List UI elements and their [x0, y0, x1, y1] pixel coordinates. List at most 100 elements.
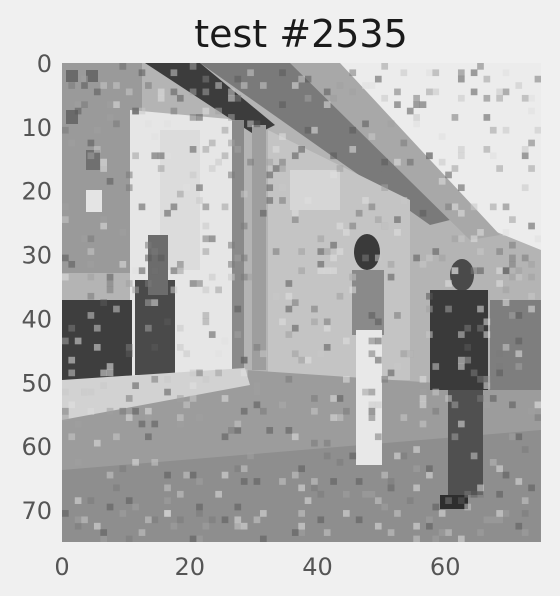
- heatmap-cell: [68, 324, 76, 332]
- heatmap-cell: [164, 318, 171, 326]
- heatmap-cell: [279, 318, 286, 326]
- heatmap-cell: [528, 292, 535, 300]
- heatmap-cell: [426, 516, 433, 524]
- heatmap-cell: [457, 184, 465, 192]
- heatmap-cell: [489, 126, 497, 134]
- heatmap-cell: [451, 401, 459, 409]
- heatmap-cell: [138, 420, 146, 428]
- heatmap-cell: [406, 107, 414, 115]
- heatmap-cell: [234, 420, 242, 428]
- heatmap-cell: [106, 286, 114, 294]
- heatmap-cell: [189, 146, 197, 153]
- heatmap-cell: [304, 197, 312, 204]
- heatmap-cell: [138, 529, 146, 536]
- heatmap-cell: [151, 516, 159, 524]
- heatmap-cell: [457, 75, 465, 83]
- heatmap-cell: [374, 497, 382, 504]
- heatmap-cell: [81, 82, 88, 89]
- heatmap-cell: [470, 203, 478, 211]
- heatmap-cell: [279, 184, 286, 192]
- heatmap-cell: [81, 388, 88, 396]
- heatmap-cell: [381, 94, 389, 102]
- heatmap-cell: [426, 331, 433, 338]
- heatmap-cell: [151, 344, 159, 351]
- heatmap-cell: [93, 344, 101, 351]
- heatmap-cell: [470, 69, 478, 77]
- heatmap-cell: [419, 260, 427, 268]
- heatmap-cell: [247, 452, 254, 460]
- heatmap-cell: [145, 241, 152, 249]
- heatmap-cell: [119, 63, 127, 70]
- heatmap-cell: [445, 529, 452, 536]
- heatmap-cell: [164, 388, 171, 396]
- heatmap-cell: [202, 248, 210, 255]
- heatmap-cell: [336, 82, 344, 89]
- heatmap-cell: [221, 203, 229, 211]
- heatmap-cell: [438, 529, 446, 536]
- heatmap-cell: [62, 254, 69, 262]
- heatmap-cell: [477, 375, 484, 383]
- heatmap-cell: [413, 465, 420, 473]
- heatmap-cell: [253, 388, 261, 396]
- heatmap-cell: [100, 165, 108, 172]
- heatmap-cell: [323, 324, 331, 332]
- heatmap-cell: [100, 222, 108, 230]
- heatmap-cell: [387, 484, 395, 492]
- heatmap-cell: [438, 158, 446, 166]
- heatmap-cell: [228, 273, 235, 281]
- heatmap-cell: [387, 273, 395, 281]
- heatmap-cell: [291, 324, 299, 332]
- heatmap-cell: [528, 165, 535, 172]
- y-axis-ticks: 0 10 20 30 40 50 60 70: [21, 50, 52, 525]
- heatmap-cell: [426, 254, 433, 262]
- heatmap-cell: [330, 94, 337, 102]
- heatmap-cell: [106, 114, 114, 121]
- heatmap-cell: [125, 88, 133, 96]
- heatmap-cell: [515, 82, 523, 89]
- heatmap-cell: [234, 254, 242, 262]
- heatmap-cell: [151, 248, 159, 255]
- heatmap-cell: [502, 267, 510, 275]
- y-tick-label: 70: [21, 497, 52, 525]
- heatmap-cell: [413, 522, 420, 530]
- heatmap-cell: [502, 510, 510, 517]
- heatmap-cell: [368, 133, 376, 140]
- heatmap-cell: [534, 414, 541, 421]
- heatmap-cell: [81, 235, 88, 243]
- heatmap-cell: [145, 516, 152, 524]
- heatmap-cell: [164, 510, 171, 517]
- heatmap-cell: [253, 344, 261, 351]
- heatmap-cell: [336, 395, 344, 402]
- heatmap-cell: [355, 478, 363, 485]
- heatmap-cell: [374, 254, 382, 262]
- heatmap-cell: [509, 254, 516, 262]
- heatmap-cell: [228, 171, 235, 179]
- heatmap-cell: [106, 471, 114, 479]
- heatmap-cell: [151, 152, 159, 160]
- heatmap-cell: [394, 312, 401, 319]
- heatmap-cell: [87, 292, 95, 300]
- heatmap-cell: [445, 497, 452, 504]
- heatmap-cell: [202, 235, 210, 243]
- heatmap-cell: [176, 420, 184, 428]
- heatmap-cell: [215, 82, 222, 89]
- heatmap-cell: [368, 350, 376, 358]
- heatmap-cell: [374, 318, 382, 326]
- heatmap-cell: [138, 69, 146, 77]
- heatmap-cell: [164, 484, 171, 492]
- heatmap-cell: [477, 484, 484, 492]
- heatmap-cell: [528, 273, 535, 281]
- heatmap-cell: [93, 522, 101, 530]
- heatmap-cell: [132, 267, 139, 275]
- heatmap-cell: [311, 395, 318, 402]
- heatmap-cell: [502, 88, 510, 96]
- heatmap-cell: [68, 260, 76, 268]
- heatmap-cell: [400, 452, 408, 460]
- y-tick-label: 30: [21, 242, 52, 270]
- heatmap-cell: [451, 235, 459, 243]
- heatmap-cell: [419, 420, 427, 428]
- heatmap-cell: [496, 165, 503, 172]
- heatmap-cell: [145, 324, 152, 332]
- heatmap-cell: [119, 510, 127, 517]
- heatmap-cell: [119, 465, 127, 473]
